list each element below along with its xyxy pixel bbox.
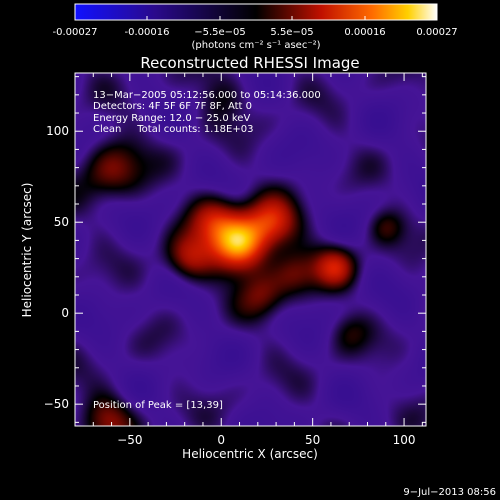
x-tick-label: 0 (217, 433, 225, 447)
y-tick-label: −50 (44, 397, 69, 411)
chart-title: Reconstructed RHESSI Image (140, 54, 359, 72)
x-tick-label: 50 (305, 433, 320, 447)
axis-ticks (75, 73, 426, 426)
x-tick-label: 100 (393, 433, 416, 447)
y-tick-label: 50 (54, 215, 69, 229)
heatmap-canvas (75, 73, 426, 426)
heatmap-container (75, 73, 426, 426)
y-tick-label: 100 (46, 124, 69, 138)
y-tick-label: 0 (61, 306, 69, 320)
colorbar-tick-label: -0.00027 (53, 27, 98, 38)
colorbar-gradient (75, 4, 437, 20)
colorbar-tick-label: -0.00016 (125, 27, 170, 38)
colorbar-ticks (74, 16, 438, 20)
plot-frame (74, 72, 427, 427)
colorbar-unit-label: (photons cm⁻² s⁻¹ asec⁻²) (191, 40, 320, 51)
colorbar-tick-label: −5.5e−05 (194, 27, 246, 38)
colorbar-tick-label: 0.00016 (344, 27, 385, 38)
colorbar-tick-label: 5.5e−05 (270, 27, 313, 38)
x-axis-label: Heliocentric X (arcsec) (182, 447, 318, 461)
colorbar: -0.00027 -0.00016 −5.5e−05 5.5e−05 0.000… (53, 3, 458, 51)
annotation-detectors: Detectors: 4F 5F 6F 7F 8F, Att 0 (93, 101, 252, 112)
annotation-counts: Clean Total counts: 1.18E+03 (93, 124, 253, 135)
colorbar-tick-label: 0.00027 (416, 27, 457, 38)
axis-tick-labels: −50 0 50 100 −50 0 50 100 (44, 124, 416, 447)
plot-area: −50 0 50 100 −50 0 50 100 13−Mar−2005 05:12:56.… (44, 72, 427, 447)
annotation-time-range: 13−Mar−2005 05:12:56.000 to 05:14:36.000 (93, 90, 321, 101)
x-tick-label: −50 (117, 433, 142, 447)
annotation-peak-position: Position of Peak = [13,39] (93, 400, 223, 411)
colorbar-frame (74, 3, 438, 21)
footer-date: 9−Jul−2013 08:56 (403, 487, 496, 498)
annotation-energy-range: Energy Range: 12.0 − 25.0 keV (93, 113, 250, 124)
y-axis-label: Heliocentric Y (arcsec) (20, 183, 34, 318)
